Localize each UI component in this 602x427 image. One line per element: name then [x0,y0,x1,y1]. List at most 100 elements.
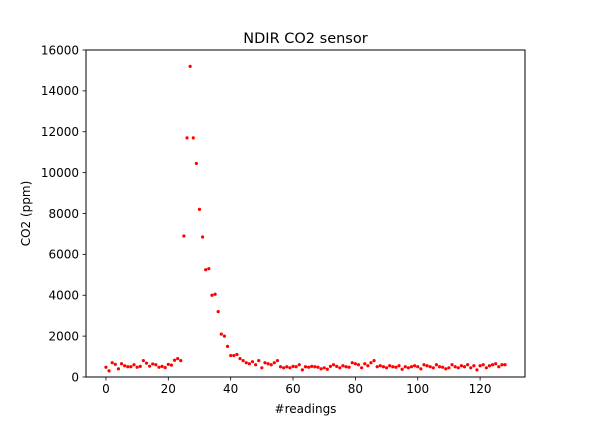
data-point [434,363,439,367]
data-point [216,310,220,314]
data-point [356,363,361,367]
data-point [185,136,189,140]
data-point [425,364,429,368]
data-point [372,359,376,363]
data-point [397,364,401,368]
data-point [303,365,308,369]
data-point [388,364,392,368]
data-point [229,353,233,358]
data-point [263,361,267,365]
data-point [475,368,479,372]
data-point [119,362,124,366]
data-point [335,364,339,368]
data-point [338,366,342,370]
data-point [132,363,136,367]
data-point [341,364,345,368]
data-point [266,362,270,366]
data-point [431,366,435,370]
data-point [113,362,117,366]
data-point [419,367,423,371]
data-point [169,363,174,367]
data-point [201,235,205,239]
data-point [104,365,108,369]
data-point [285,365,289,369]
data-point [197,207,202,212]
data-point [250,360,255,364]
x-tick-label: 40 [223,382,238,396]
data-point [400,367,404,371]
data-point [297,363,301,367]
y-tick-label: 8000 [48,207,79,221]
data-point [444,367,448,371]
y-tick-label: 16000 [41,43,79,57]
data-point [138,364,142,368]
y-tick-label: 4000 [48,289,79,303]
data-point [260,366,264,370]
data-point [363,362,367,366]
data-point [331,363,336,367]
data-point [232,353,236,358]
data-point [107,369,111,373]
data-point [225,344,230,348]
data-point [447,366,451,370]
x-tick-label: 120 [469,382,492,396]
data-point [182,234,186,238]
data-point [369,361,373,365]
y-tick-label: 2000 [48,329,79,343]
data-point [403,365,407,369]
data-point [422,363,426,367]
data-point [288,366,292,370]
data-point [313,365,317,369]
data-point [247,362,251,366]
data-point [222,334,227,338]
data-point [269,363,273,367]
data-point [428,365,432,369]
data-point [244,361,248,365]
data-point [163,366,167,370]
data-point [141,359,145,363]
data-point [154,363,158,367]
data-point [319,367,323,371]
data-point [394,365,398,369]
data-point [350,361,354,365]
x-tick-label: 0 [102,382,110,396]
data-point [360,366,364,370]
data-point [484,366,488,370]
data-point [110,361,114,365]
data-point [126,365,130,369]
x-axis: 0 20 40 60 80 100 120 [102,377,492,396]
data-point [176,357,180,361]
data-point [456,366,460,370]
data-point [416,365,420,369]
data-point [188,64,192,68]
y-axis-label: CO2 (ppm) [19,181,33,247]
data-point [378,364,382,368]
data-point [219,332,223,336]
data-point [453,365,457,369]
data-point [210,293,214,297]
x-tick-label: 80 [348,382,363,396]
data-point [116,367,121,371]
data-point [235,352,239,357]
data-point [500,363,504,367]
data-point [353,362,357,366]
data-point [148,364,152,368]
data-point [487,364,492,368]
data-point [375,365,379,369]
data-point [384,366,389,370]
data-point [213,292,217,296]
data-point [238,357,242,361]
chart-title: NDIR CO2 sensor [243,31,367,47]
y-tick-label: 14000 [41,84,79,98]
x-tick-label: 100 [406,382,429,396]
data-point [497,365,501,369]
data-point [207,267,211,271]
data-point [282,366,286,370]
points-layer [104,64,507,373]
data-point [381,365,386,369]
data-point [490,363,495,367]
data-point [441,365,445,369]
data-point [316,365,320,369]
data-point [494,362,498,366]
data-point [272,361,276,365]
